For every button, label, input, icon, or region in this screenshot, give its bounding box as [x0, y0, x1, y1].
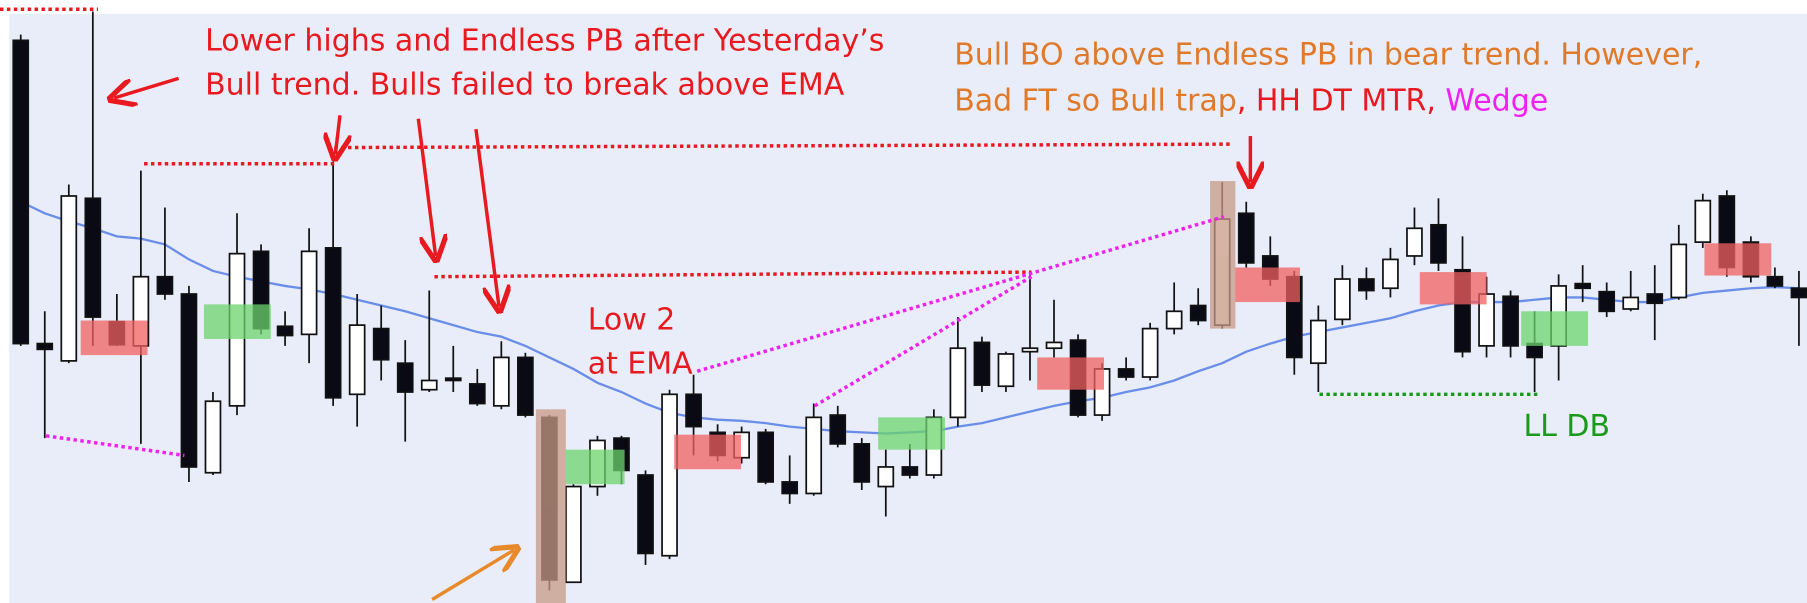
- highlight: [80, 320, 148, 356]
- dotted-line: [696, 215, 1225, 373]
- candle-body: [1309, 319, 1327, 365]
- annotation: Bull BO above Endless PB in bear trend. …: [954, 38, 1702, 73]
- candle-body: [492, 356, 510, 407]
- candle-body: [156, 275, 174, 295]
- candle-body: [637, 474, 654, 555]
- candle-body: [1622, 296, 1640, 310]
- candle-body: [180, 293, 198, 468]
- candle-body: [1670, 243, 1688, 299]
- candle-body: [1141, 327, 1159, 378]
- annotation-part: Wedge: [1445, 84, 1548, 119]
- highlight: [1037, 357, 1105, 390]
- candle-body: [805, 416, 823, 495]
- candle-body: [1598, 290, 1616, 313]
- highlight: [1419, 272, 1487, 305]
- candle-body: [1766, 275, 1784, 287]
- highlight: [1521, 311, 1589, 346]
- candle-body: [204, 400, 222, 474]
- arrow: [431, 550, 514, 602]
- candle-body: [757, 431, 775, 483]
- candle-body: [1358, 278, 1375, 292]
- highlight: [535, 409, 566, 603]
- highlight: [674, 434, 742, 470]
- candle-body: [1189, 304, 1207, 322]
- candle-body: [877, 466, 895, 488]
- candle-body: [84, 197, 102, 318]
- highlight: [1230, 267, 1300, 303]
- dotted-line: [813, 275, 1033, 408]
- candle-body: [1646, 293, 1664, 305]
- candle-body: [324, 247, 342, 399]
- dotted-line: [434, 270, 1032, 279]
- candle-body: [565, 485, 582, 584]
- candle-body: [853, 443, 871, 483]
- candle-body: [468, 383, 486, 405]
- highlight: [1210, 181, 1236, 329]
- arrow: [335, 115, 340, 154]
- arrow: [474, 128, 499, 307]
- highlight: [1704, 243, 1772, 276]
- candle-body: [781, 481, 799, 495]
- candle-body: [1430, 223, 1447, 264]
- candle-body: [517, 356, 534, 416]
- candle-body: [1165, 310, 1183, 330]
- candle-body: [444, 377, 462, 382]
- candle-body: [1021, 347, 1039, 353]
- dotted-lines: [0, 7, 1539, 458]
- candle-body: [1790, 287, 1807, 299]
- candle-body: [372, 327, 390, 361]
- candle-body: [36, 342, 54, 351]
- candle-body: [420, 379, 438, 391]
- candle-body: [1502, 295, 1519, 347]
- arrows: [114, 76, 1250, 602]
- candle-body: [276, 325, 294, 337]
- annotation-part: , HH DT MTR,: [1237, 84, 1446, 119]
- dotted-line: [334, 142, 1231, 150]
- annotations: Lower highs and Endless PB after Yesterd…: [205, 24, 1702, 444]
- highlight: [557, 449, 625, 485]
- candle-body: [12, 39, 30, 345]
- candle-body: [1694, 199, 1712, 243]
- candle-body: [829, 414, 847, 445]
- candle-body: [997, 353, 1015, 388]
- candle-body: [60, 195, 78, 362]
- candle-body: [973, 341, 991, 386]
- annotation: Bad FT so Bull trap, HH DT MTR, Wedge: [954, 84, 1548, 119]
- candle-body: [685, 393, 702, 428]
- candle-body: [901, 466, 919, 476]
- candle-body: [1045, 341, 1063, 350]
- candle-body: [300, 250, 318, 336]
- dotted-line: [45, 434, 185, 458]
- candle-body: [949, 347, 967, 419]
- annotation: Bull trend. Bulls failed to break above …: [205, 68, 845, 103]
- candle-body: [396, 362, 414, 393]
- highlight: [203, 304, 271, 339]
- arrow: [114, 76, 180, 98]
- candle-body: [661, 393, 678, 557]
- highlight: [878, 417, 945, 450]
- annotation: Low 2: [588, 303, 676, 338]
- candle-body: [1334, 278, 1351, 321]
- candle-body: [1382, 258, 1399, 290]
- annotation: Lower highs and Endless PB after Yesterd…: [205, 24, 884, 59]
- candle-body: [1117, 368, 1135, 378]
- candle-body: [1574, 282, 1592, 290]
- candle-body: [1237, 212, 1255, 264]
- annotation: at EMA: [588, 347, 693, 382]
- candle-body: [348, 324, 366, 396]
- annotation-part: Bad FT so Bull trap: [954, 84, 1237, 119]
- annotation: LL DB: [1524, 409, 1611, 444]
- candle-body: [1406, 227, 1423, 257]
- highlights: [80, 181, 1772, 603]
- arrow: [416, 118, 435, 256]
